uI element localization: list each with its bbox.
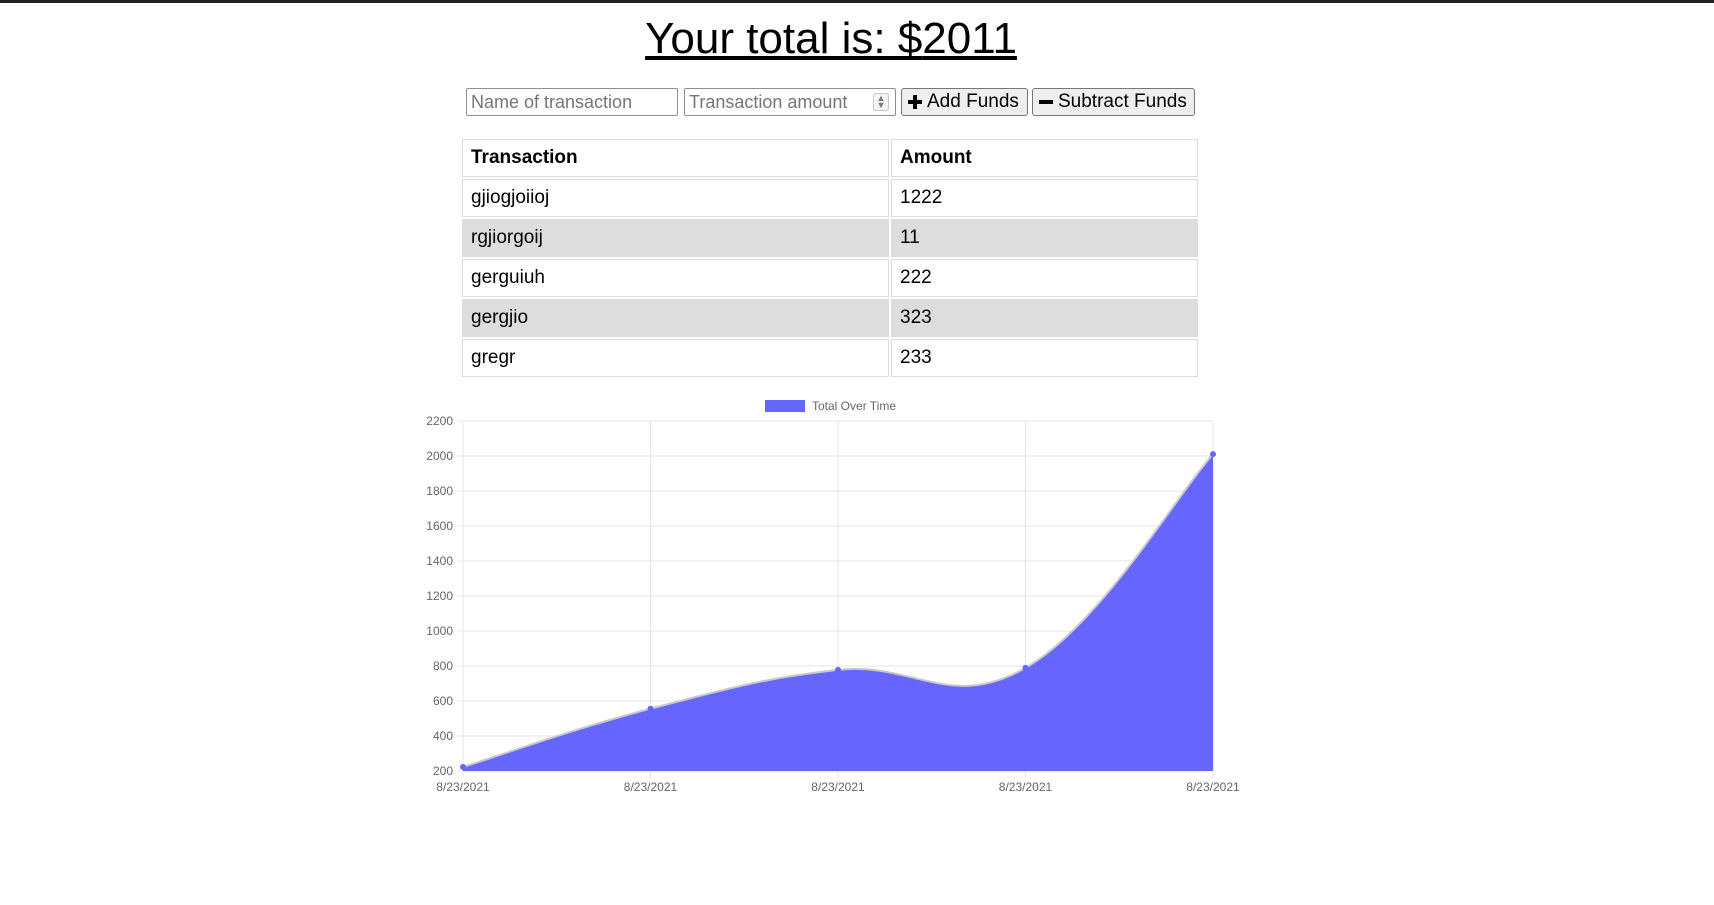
- y-tick-label: 1200: [426, 589, 453, 603]
- transactions-table: Transaction Amount gjiogjoiioj 1222 rgji…: [460, 137, 1200, 379]
- data-point: [1210, 451, 1216, 458]
- y-tick-label: 200: [433, 764, 453, 778]
- chevron-down-icon[interactable]: ▼: [876, 100, 886, 110]
- amount-stepper[interactable]: ▲ ▼: [873, 93, 889, 111]
- transaction-amount-input[interactable]: [684, 88, 896, 116]
- transaction-name-cell: gjiogjoiioj: [462, 179, 889, 217]
- total-heading: Your total is: $2011: [0, 12, 1662, 66]
- data-point: [1022, 664, 1029, 671]
- subtract-funds-label: Subtract Funds: [1058, 91, 1187, 112]
- plus-icon: [908, 95, 922, 109]
- x-tick-label: 8/23/2021: [624, 780, 678, 794]
- y-tick-label: 1000: [426, 624, 453, 638]
- chevron-up-icon[interactable]: ▲: [876, 93, 886, 103]
- y-tick-label: 600: [433, 694, 453, 708]
- series-area: [463, 454, 1213, 771]
- transaction-name-cell: rgjiorgoij: [462, 219, 889, 257]
- table-row: rgjiorgoij 11: [462, 219, 1198, 257]
- transaction-amount-cell: 222: [891, 259, 1198, 297]
- data-point: [647, 705, 654, 712]
- y-tick-label: 2000: [426, 449, 453, 463]
- transaction-amount-cell: 11: [891, 219, 1198, 257]
- y-tick-label: 1600: [426, 519, 453, 533]
- table-row: gjiogjoiioj 1222: [462, 179, 1198, 217]
- subtract-funds-button[interactable]: Subtract Funds: [1032, 88, 1195, 116]
- y-tick-label: 2200: [426, 414, 453, 428]
- data-point: [835, 666, 841, 673]
- table-row: gergjio 323: [462, 299, 1198, 337]
- column-header-transaction: Transaction: [462, 139, 889, 177]
- total-prefix: Your total is: $: [645, 14, 923, 63]
- transaction-name-cell: gregr: [462, 339, 889, 377]
- legend-label: Total Over Time: [812, 399, 896, 413]
- x-tick-label: 8/23/2021: [436, 780, 490, 794]
- x-tick-label: 8/23/2021: [811, 780, 865, 794]
- add-funds-label: Add Funds: [927, 91, 1019, 112]
- column-header-amount: Amount: [891, 139, 1198, 177]
- x-tick-label: 8/23/2021: [999, 780, 1053, 794]
- total-over-time-chart: Total Over Time 200 400 600 800 1000 1200 1400 1…: [426, 399, 1240, 794]
- x-tick-label: 8/23/2021: [1186, 780, 1240, 794]
- transaction-name-cell: gerguiuh: [462, 259, 889, 297]
- table-row: gregr 233: [462, 339, 1198, 377]
- y-tick-label: 800: [433, 659, 453, 673]
- y-tick-label: 1400: [426, 554, 453, 568]
- table-row: gerguiuh 222: [462, 259, 1198, 297]
- transaction-amount-cell: 1222: [891, 179, 1198, 217]
- add-funds-button[interactable]: Add Funds: [901, 88, 1028, 116]
- transaction-name-input[interactable]: [466, 88, 678, 116]
- transaction-amount-cell: 233: [891, 339, 1198, 377]
- y-tick-label: 1800: [426, 484, 453, 498]
- series-line: [462, 453, 1214, 768]
- y-tick-label: 400: [433, 729, 453, 743]
- transaction-amount-cell: 323: [891, 299, 1198, 337]
- legend-swatch: [765, 400, 805, 412]
- minus-icon: [1039, 95, 1053, 109]
- data-point: [460, 763, 466, 770]
- table-header-row: Transaction Amount: [462, 139, 1198, 177]
- transaction-name-cell: gergjio: [462, 299, 889, 337]
- total-value: 2011: [922, 14, 1017, 63]
